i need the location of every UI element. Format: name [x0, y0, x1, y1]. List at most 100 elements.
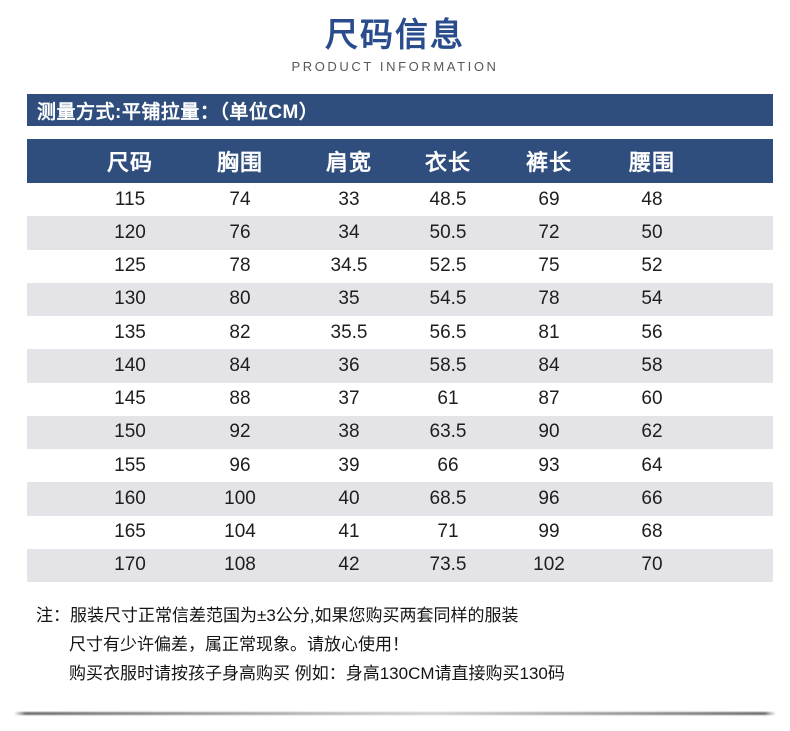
table-cell: 34 [338, 221, 360, 243]
table-cell: 35 [338, 288, 360, 310]
table-row: 120 76 34 50.5 72 50 [27, 216, 773, 250]
table-cell: 140 [114, 354, 146, 376]
table-row: 130 80 35 54.5 78 54 [27, 282, 773, 316]
table-body: 115 74 33 48.5 69 48 120 76 34 50.5 72 50 125 78 34.5 5… [27, 183, 773, 582]
table-cell: 50 [641, 221, 663, 243]
table-cell: 78 [229, 255, 251, 277]
table-cell: 52.5 [429, 255, 467, 277]
table-cell: 88 [229, 388, 251, 410]
table-cell: 87 [538, 388, 560, 410]
table-cell: 54 [641, 288, 663, 310]
table-cell: 93 [538, 454, 560, 476]
table-cell: 37 [338, 388, 360, 410]
table-row: 170 108 42 73.5 102 70 [27, 548, 773, 582]
note-line: 购买衣服时请按孩子身高购买 例如：身高130CM请直接购买130码 [69, 664, 565, 683]
page-subtitle: PRODUCT INFORMATION [291, 59, 499, 74]
table-cell: 66 [641, 487, 663, 509]
table-cell: 58.5 [429, 354, 467, 376]
col-header-waist: 腰围 [628, 150, 675, 175]
col-header-pants-length: 裤长 [525, 150, 572, 175]
measure-method-text: 测量方式:平铺拉量：（单位CM） [37, 101, 319, 123]
table-cell: 48 [641, 188, 663, 210]
table-cell: 82 [229, 321, 251, 343]
table-row: 115 74 33 48.5 69 48 [27, 183, 773, 216]
table-row: 140 84 36 58.5 84 58 [27, 349, 773, 383]
table-cell: 150 [114, 421, 146, 443]
table-cell: 104 [224, 521, 256, 543]
table-cell: 125 [114, 255, 146, 277]
size-table: 尺码 胸围 肩宽 衣长 裤长 腰围 115 74 33 48.5 69 48 120 76 34… [27, 139, 773, 582]
table-cell: 78 [538, 288, 560, 310]
table-row: 160 100 40 68.5 96 66 [27, 482, 773, 516]
table-cell: 58 [641, 354, 663, 376]
table-cell: 96 [229, 454, 251, 476]
col-header-chest: 胸围 [216, 150, 263, 175]
table-cell: 76 [229, 221, 251, 243]
table-cell: 92 [229, 421, 251, 443]
table-cell: 170 [114, 554, 146, 576]
table-cell: 155 [114, 454, 146, 476]
table-cell: 66 [437, 454, 459, 476]
table-cell: 63.5 [429, 421, 467, 443]
table-cell: 56.5 [429, 321, 467, 343]
table-cell: 69 [538, 188, 560, 210]
table-cell: 145 [114, 388, 146, 410]
table-cell: 73.5 [429, 554, 467, 576]
table-cell: 40 [338, 487, 360, 509]
table-cell: 120 [114, 221, 146, 243]
table-cell: 71 [437, 521, 459, 543]
table-cell: 99 [538, 521, 560, 543]
table-cell: 52 [641, 255, 663, 277]
notes-block: 注：服装尺寸正常信差范国为±3公分,如果您购买两套同样的服装 尺寸有少许偏差，属… [36, 601, 565, 688]
table-cell: 90 [538, 421, 560, 443]
table-row: 135 82 35.5 56.5 81 56 [27, 316, 773, 349]
table-cell: 74 [229, 188, 251, 210]
table-row: 165 104 41 71 99 68 [27, 516, 773, 549]
bottom-shadow-divider [14, 712, 776, 715]
table-cell: 102 [533, 554, 565, 576]
table-cell: 61 [437, 388, 459, 410]
note-line: 注：服装尺寸正常信差范国为±3公分,如果您购买两套同样的服装 [36, 606, 519, 625]
table-cell: 135 [114, 321, 146, 343]
table-row: 155 96 39 66 93 64 [27, 449, 773, 482]
table-row: 125 78 34.5 52.5 75 52 [27, 250, 773, 283]
table-cell: 70 [641, 554, 663, 576]
table-cell: 160 [114, 487, 146, 509]
table-cell: 38 [338, 421, 360, 443]
table-cell: 75 [538, 255, 560, 277]
table-cell: 130 [114, 288, 146, 310]
table-cell: 42 [338, 554, 360, 576]
note-line: 尺寸有少许偏差，属正常现象。请放心使用！ [69, 635, 409, 654]
col-header-shoulder: 肩宽 [325, 150, 372, 175]
col-header-garment-length: 衣长 [424, 150, 471, 175]
col-header-size: 尺码 [106, 150, 153, 175]
table-cell: 35.5 [330, 321, 368, 343]
table-cell: 165 [114, 521, 146, 543]
table-cell: 60 [641, 388, 663, 410]
table-cell: 39 [338, 454, 360, 476]
table-cell: 50.5 [429, 221, 467, 243]
table-cell: 96 [538, 487, 560, 509]
table-cell: 34.5 [330, 255, 368, 277]
table-cell: 108 [224, 554, 256, 576]
title-area: 尺码信息 PRODUCT INFORMATION [0, 0, 790, 75]
table-header-row: 尺码 胸围 肩宽 衣长 裤长 腰围 [27, 139, 773, 183]
table-cell: 68.5 [429, 487, 467, 509]
page-title: 尺码信息 [325, 16, 465, 53]
table-cell: 54.5 [429, 288, 467, 310]
measure-method-bar: 测量方式:平铺拉量：（单位CM） [27, 94, 773, 126]
table-cell: 68 [641, 521, 663, 543]
table-cell: 62 [641, 421, 663, 443]
table-cell: 100 [224, 487, 256, 509]
table-cell: 72 [538, 221, 560, 243]
table-row: 150 92 38 63.5 90 62 [27, 415, 773, 449]
table-cell: 41 [338, 521, 360, 543]
table-cell: 115 [114, 188, 146, 210]
table-cell: 48.5 [429, 188, 467, 210]
table-cell: 84 [229, 354, 251, 376]
table-row: 145 88 37 61 87 60 [27, 383, 773, 416]
table-cell: 64 [641, 454, 663, 476]
table-cell: 84 [538, 354, 560, 376]
table-cell: 80 [229, 288, 251, 310]
